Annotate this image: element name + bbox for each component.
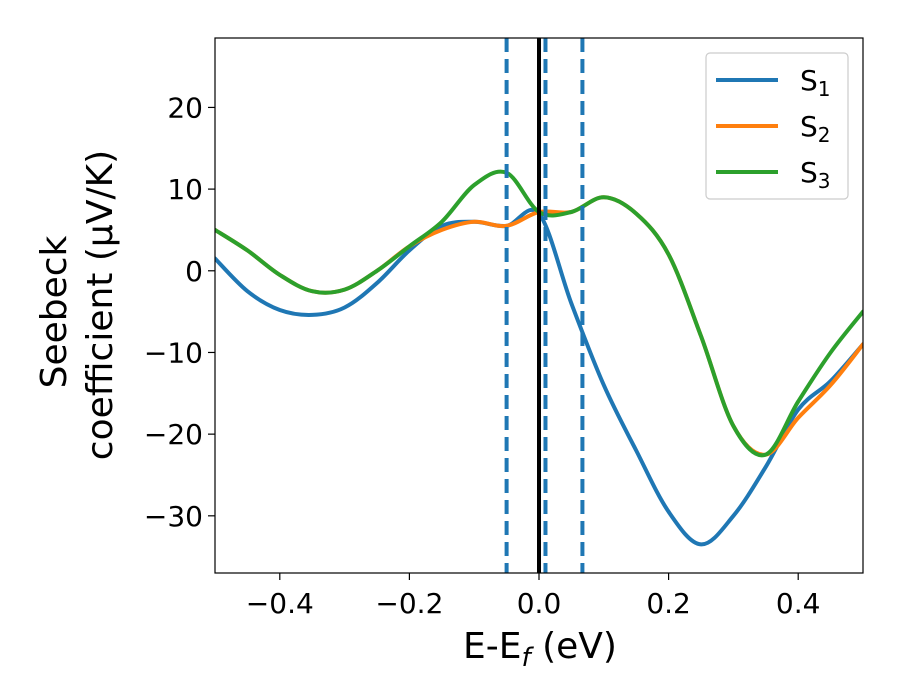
y-axis-label: Seebeck coefficient (μV/K): [34, 150, 121, 460]
reference-lines: [504, 38, 585, 573]
x-tick-label: 0.2: [646, 587, 691, 620]
x-tick-label: 0.0: [517, 587, 562, 620]
y-tick-label: 10: [167, 173, 203, 206]
y-tick-label: −20: [144, 418, 203, 451]
x-axis-label: E-Ef (eV): [463, 626, 617, 673]
x-tick-label: −0.2: [375, 587, 443, 620]
x-tick-label: 0.4: [776, 587, 821, 620]
legend-label-s1: S1: [800, 64, 831, 101]
axis-ticks: −0.4 −0.2 0.0 0.2 0.4 20 10 0 −10 −20 −30: [144, 91, 821, 620]
y-axis-label-line1: Seebeck: [34, 235, 75, 388]
y-tick-label: −30: [144, 500, 203, 533]
legend-label-s2: S2: [800, 110, 831, 147]
y-tick-label: 0: [185, 255, 203, 288]
y-tick-label: 20: [167, 91, 203, 124]
legend: S1 S2 S3: [705, 52, 849, 200]
y-axis-label-line2: coefficient (μV/K): [80, 150, 121, 460]
x-tick-label: −0.4: [246, 587, 314, 620]
y-tick-label: −10: [144, 336, 203, 369]
legend-label-s3: S3: [800, 156, 831, 193]
